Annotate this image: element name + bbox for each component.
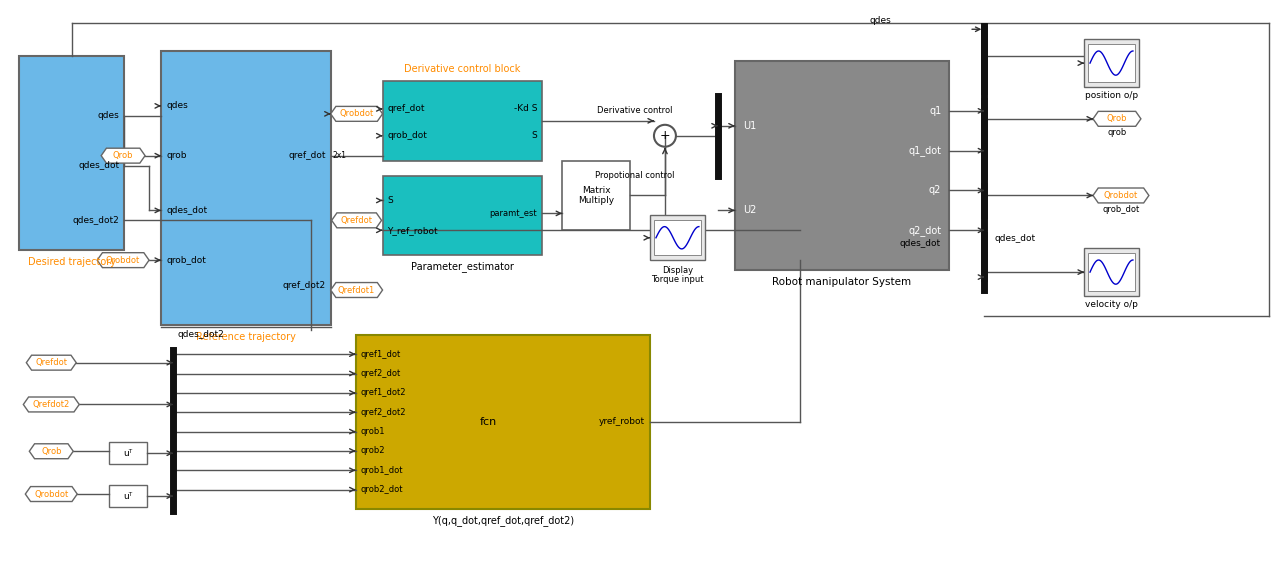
Text: qdes: qdes (869, 16, 891, 25)
Text: Qrobdot: Qrobdot (35, 490, 69, 498)
Polygon shape (29, 444, 73, 458)
Bar (382, 81, 542, 161)
Bar (562, 161, 630, 230)
Polygon shape (97, 252, 150, 268)
Bar (654, 220, 700, 255)
Text: Qrobdot: Qrobdot (106, 256, 141, 265)
Text: position o/p: position o/p (1085, 92, 1137, 100)
Text: Qrefdot2: Qrefdot2 (33, 400, 70, 409)
Text: U2: U2 (743, 205, 757, 215)
Bar (19, 56, 124, 250)
Text: qrob2: qrob2 (360, 447, 385, 456)
Text: qdes_dot: qdes_dot (166, 206, 207, 215)
Text: 2x1: 2x1 (332, 151, 346, 160)
Text: qrob: qrob (166, 151, 187, 160)
Text: qrob_dot: qrob_dot (1103, 205, 1140, 214)
Text: Qrobdot: Qrobdot (1104, 191, 1139, 200)
Bar (382, 176, 542, 255)
Text: qdes_dot2: qdes_dot2 (178, 330, 225, 339)
Text: paramt_est: paramt_est (489, 209, 537, 218)
Text: q2: q2 (929, 185, 942, 195)
Text: Robot manipulator System: Robot manipulator System (772, 277, 911, 287)
Text: qref2_dot2: qref2_dot2 (360, 408, 406, 417)
Text: Y_ref_robot: Y_ref_robot (387, 226, 438, 235)
Bar (1084, 39, 1139, 87)
Text: Qrefdot: Qrefdot (36, 358, 68, 367)
Polygon shape (332, 213, 382, 228)
Text: q1_dot: q1_dot (909, 145, 942, 156)
Text: Derivative control: Derivative control (597, 106, 672, 116)
Polygon shape (23, 397, 79, 412)
Text: Qrob: Qrob (1107, 114, 1127, 123)
Text: Matrix
Multiply: Matrix Multiply (578, 185, 615, 205)
Text: yref_robot: yref_robot (599, 417, 645, 426)
Text: Qrob: Qrob (41, 447, 61, 456)
Text: qref2_dot: qref2_dot (360, 369, 401, 378)
Text: qdes: qdes (97, 112, 119, 120)
Text: qdes_dot2: qdes_dot2 (73, 216, 119, 225)
Polygon shape (331, 106, 382, 122)
Text: qrob1: qrob1 (360, 427, 385, 436)
Bar (355, 335, 651, 509)
Bar (161, 51, 331, 325)
Text: Parameter_estimator: Parameter_estimator (412, 261, 514, 272)
Text: qref_dot: qref_dot (387, 104, 426, 113)
Text: q1: q1 (929, 106, 942, 116)
Text: qref1_dot: qref1_dot (360, 350, 401, 359)
Text: U1: U1 (743, 121, 757, 131)
Text: qdes_dot: qdes_dot (78, 161, 119, 170)
Bar (1088, 44, 1135, 82)
Text: Qrobdot: Qrobdot (340, 109, 373, 119)
Text: qdes_dot: qdes_dot (900, 239, 941, 248)
Bar (651, 215, 705, 260)
Text: Display: Display (662, 265, 693, 275)
Text: fcn: fcn (479, 417, 497, 427)
Text: qrob2_dot: qrob2_dot (360, 485, 403, 494)
Text: Desired trajectory: Desired trajectory (28, 257, 116, 267)
Text: qrob: qrob (1107, 129, 1127, 137)
Text: qdes: qdes (166, 102, 188, 110)
Bar (735, 61, 950, 270)
Text: velocity o/p: velocity o/p (1085, 301, 1137, 309)
Text: qrob_dot: qrob_dot (387, 131, 427, 140)
Text: -Kd S: -Kd S (514, 104, 537, 113)
Text: S: S (387, 196, 394, 205)
Polygon shape (1093, 112, 1141, 126)
Text: uᵀ: uᵀ (124, 491, 133, 501)
Text: Derivative control block: Derivative control block (404, 64, 520, 74)
Bar (109, 442, 147, 464)
Text: uᵀ: uᵀ (124, 448, 133, 458)
Bar (1084, 248, 1139, 296)
Text: Y(q,q_dot,qref_dot,qref_dot2): Y(q,q_dot,qref_dot,qref_dot2) (432, 515, 574, 527)
Text: Reference trajectory: Reference trajectory (196, 332, 295, 342)
Polygon shape (27, 355, 77, 370)
Text: Qrefdot: Qrefdot (341, 216, 373, 225)
Text: q2_dot: q2_dot (909, 225, 942, 236)
Text: Qrob: Qrob (112, 151, 133, 160)
Text: S: S (532, 131, 537, 140)
Text: qref1_dot2: qref1_dot2 (360, 389, 406, 397)
Text: qdes_dot: qdes_dot (994, 234, 1035, 243)
Text: Torque input: Torque input (652, 275, 704, 284)
Text: qrob_dot: qrob_dot (166, 256, 206, 265)
Bar (109, 485, 147, 507)
Text: Propotional control: Propotional control (596, 171, 675, 180)
Text: Qrefdot1: Qrefdot1 (337, 285, 376, 295)
Text: qref_dot: qref_dot (288, 151, 326, 160)
Polygon shape (331, 282, 382, 298)
Text: qref_dot2: qref_dot2 (282, 281, 326, 289)
Text: qrob1_dot: qrob1_dot (360, 465, 403, 475)
Polygon shape (1093, 188, 1149, 203)
Polygon shape (26, 487, 77, 501)
Bar (1088, 253, 1135, 291)
Polygon shape (101, 148, 146, 163)
Text: +: + (659, 129, 670, 142)
